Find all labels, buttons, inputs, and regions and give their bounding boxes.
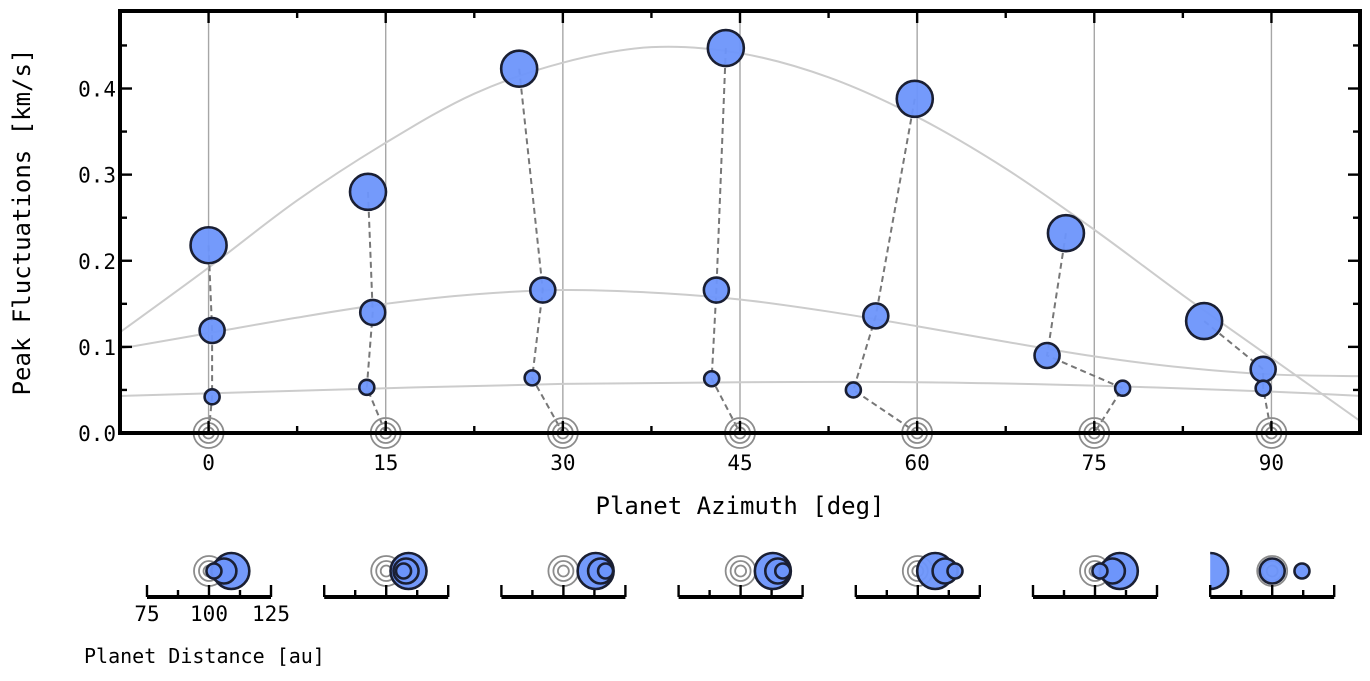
inset-content: [370, 551, 428, 591]
planet-ring-marker: [729, 560, 752, 582]
distance-inset-panel: [1031, 551, 1159, 599]
distance-inset-panel: 75 100 125: [134, 551, 290, 626]
planet-ring-marker: [552, 560, 575, 582]
group-connector: [518, 68, 564, 434]
y-tick-label: 0.0: [78, 422, 116, 446]
data-point: [1033, 341, 1061, 370]
x-tick-label: 0: [202, 451, 215, 475]
inset-content: [901, 551, 964, 591]
inset-content: [1079, 551, 1140, 591]
inset-data-point: [773, 562, 792, 580]
data-point: [862, 302, 890, 330]
grid-lines: [207, 11, 1273, 433]
data-point: [348, 172, 388, 212]
group-connector: [207, 245, 214, 434]
planet-ring-marker: [557, 564, 570, 578]
data-point: [1249, 355, 1277, 384]
data-point: [528, 276, 557, 304]
data-point: [1254, 379, 1272, 398]
y-tick-label: 0.2: [78, 250, 116, 274]
data-point: [358, 378, 376, 397]
inset-tick-label: 100: [190, 602, 228, 626]
data-point: [702, 276, 731, 304]
data-point: [499, 49, 539, 89]
inset-content: [1210, 551, 1311, 591]
inset-content: [193, 551, 251, 591]
x-tick-label: 45: [727, 451, 752, 475]
inset-data-point: [1258, 557, 1286, 585]
x-tick-label: 90: [1259, 451, 1284, 475]
data-point: [1046, 213, 1086, 253]
inset-data-point: [394, 562, 413, 580]
x-tick-label: 15: [373, 451, 398, 475]
group-connector: [710, 47, 741, 434]
main-tick-labels: 0 15 30 45 60 75 90 0.0 0.1 0.2 0.3 0.4: [78, 78, 1284, 475]
data-points: [189, 28, 1277, 406]
group-connector: [852, 98, 918, 434]
data-point: [706, 28, 746, 68]
data-point: [358, 298, 387, 327]
inset-data-point: [1091, 562, 1109, 580]
y-axis-label: Peak Fluctuations [km/s]: [8, 49, 36, 396]
data-point: [203, 388, 221, 406]
data-point: [844, 381, 863, 399]
inset-data-point: [1210, 551, 1230, 591]
distance-inset-panel: [323, 551, 450, 599]
main-axes: [118, 9, 1362, 435]
trend-curve: [120, 288, 1360, 378]
inset-tick-label: 125: [252, 602, 290, 626]
distance-inset-panel: [1208, 551, 1336, 599]
distance-insets: 75 100 125: [134, 551, 1336, 626]
inset-data-point: [205, 562, 223, 580]
inset-data-point: [596, 562, 615, 580]
data-point: [523, 369, 541, 387]
distance-inset-panel: [500, 551, 627, 599]
data-point: [895, 79, 935, 119]
distance-inset-panel: [677, 551, 804, 599]
inset-data-point: [946, 562, 964, 580]
y-tick-label: 0.3: [78, 164, 116, 188]
inset-x-axis-label: Planet Distance [au]: [84, 644, 325, 668]
x-tick-label: 75: [1082, 451, 1107, 475]
inset-content: [547, 551, 615, 591]
data-point: [189, 225, 228, 265]
data-point: [198, 316, 226, 345]
group-connector: [365, 191, 387, 434]
x-axis-label: Planet Azimuth [deg]: [596, 492, 885, 520]
trend-curve: [120, 380, 1360, 397]
inset-tick-label: 75: [134, 602, 159, 626]
distance-inset-panel: [854, 551, 981, 599]
x-tick-label: 60: [904, 451, 929, 475]
inset-data-point: [1293, 562, 1311, 580]
group-connector: [1045, 233, 1125, 434]
data-point: [1184, 301, 1224, 341]
inset-content: [724, 551, 793, 591]
y-tick-label: 0.1: [78, 336, 116, 360]
planet-ring-marker: [734, 564, 747, 578]
y-tick-label: 0.4: [78, 78, 116, 102]
x-tick-label: 30: [550, 451, 575, 475]
data-point: [702, 369, 721, 388]
data-point: [1113, 379, 1132, 398]
